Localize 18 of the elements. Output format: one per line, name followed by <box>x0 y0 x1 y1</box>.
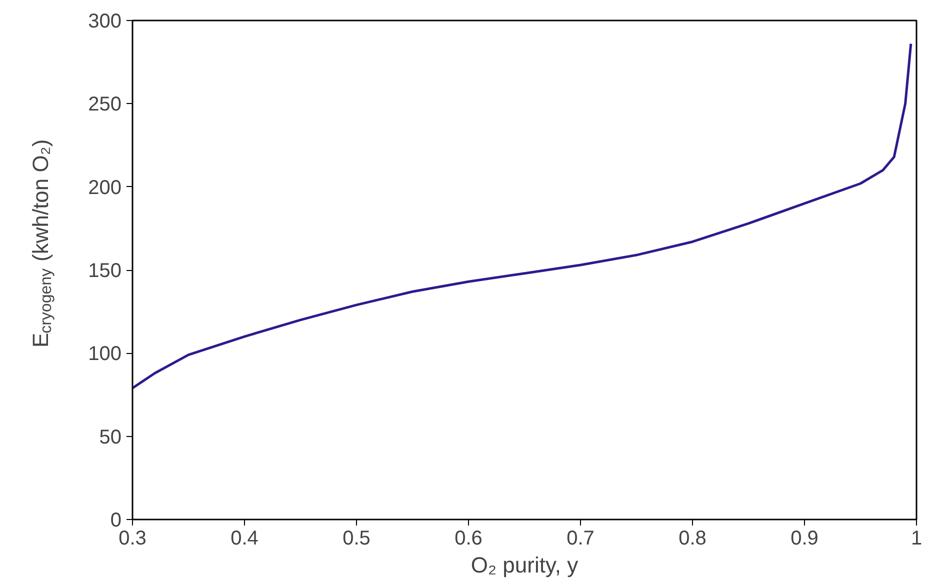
y-tick-label: 200 <box>88 176 122 199</box>
line-series <box>132 42 912 390</box>
y-tick-label: 0 <box>110 510 122 532</box>
y-tick-label: 300 <box>88 10 122 32</box>
y-tick-label: 250 <box>88 94 122 116</box>
x-tick-label: 0.5 <box>342 528 370 550</box>
y-axis-title: Ecryogeny (kwh/ton O₂) <box>28 139 55 348</box>
x-tick-label: 0.7 <box>566 528 594 550</box>
y-tick-label: 50 <box>99 426 122 448</box>
x-tick-label: 0.9 <box>790 528 818 550</box>
x-tick-label: 0.6 <box>454 528 482 550</box>
x-tick-label: 0.3 <box>118 528 146 550</box>
y-tick-label: 150 <box>88 260 122 282</box>
y-tick-label: 100 <box>88 343 122 366</box>
x-axis-title: O₂ purity, y <box>470 552 578 578</box>
x-tick-label: 1 <box>910 528 922 550</box>
x-tick-label: 0.4 <box>230 528 258 550</box>
x-tick-label: 0.8 <box>678 528 706 550</box>
